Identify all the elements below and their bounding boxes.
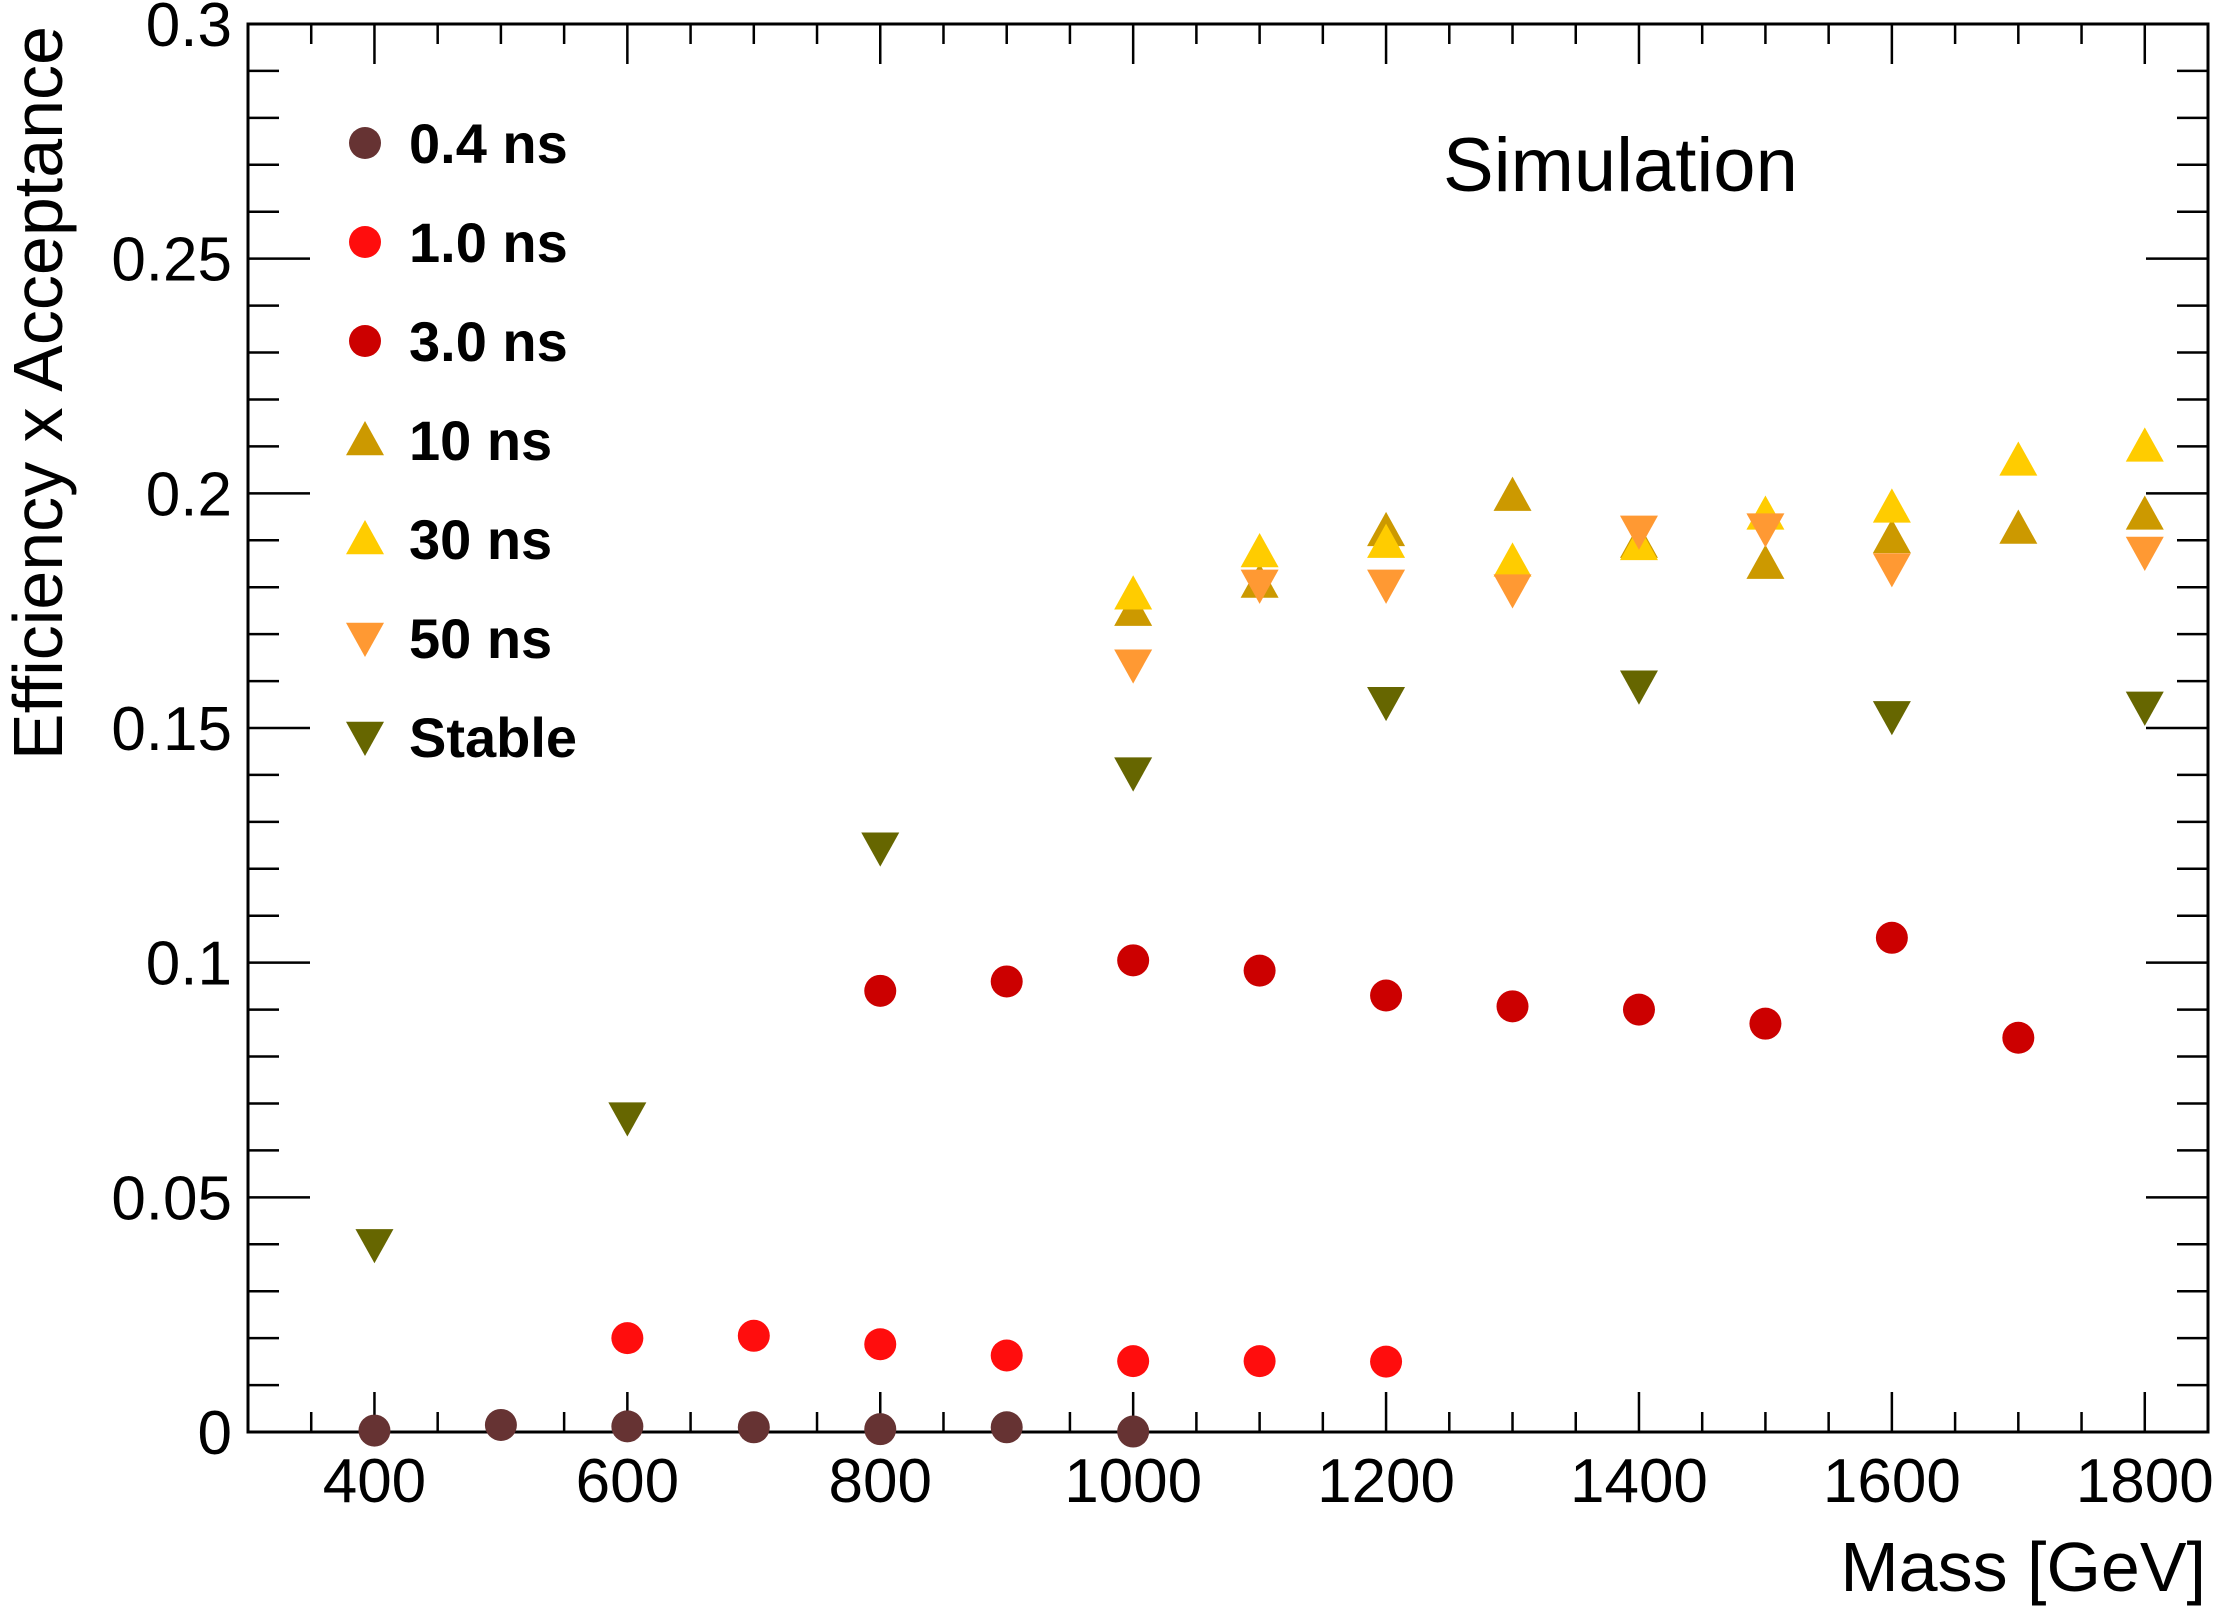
data-point [1367, 686, 1406, 722]
data-point [864, 1328, 897, 1361]
data-point [1493, 476, 1532, 511]
data-point [990, 1411, 1023, 1444]
legend-label: 0.4 ns [409, 112, 568, 175]
x-axis-title: Mass [GeV] [1840, 1528, 2206, 1606]
data-point [1114, 575, 1153, 610]
data-point [1872, 488, 1911, 523]
simulation-label: Simulation [1443, 123, 1798, 208]
data-point [611, 1322, 644, 1355]
legend-label: 50 ns [409, 607, 552, 670]
data-point [737, 1319, 770, 1352]
data-point [864, 974, 897, 1007]
x-tick-label: 1400 [1570, 1447, 1708, 1516]
y-tick-label: 0.2 [146, 460, 232, 529]
data-point [358, 1414, 391, 1447]
y-tick-label: 0.25 [111, 226, 232, 295]
data-point [1872, 518, 1911, 554]
data-point [2125, 691, 2164, 726]
series-3-0-ns [864, 921, 2035, 1054]
data-point [861, 832, 900, 867]
data-point [1114, 757, 1153, 792]
legend-label: Stable [409, 706, 577, 769]
data-point [2125, 427, 2164, 462]
x-tick-label: 1000 [1064, 1447, 1202, 1516]
data-point [1749, 1007, 1782, 1040]
legend-marker [349, 127, 381, 159]
data-point [1367, 523, 1406, 558]
legend-marker [349, 325, 381, 357]
legend-label: 30 ns [409, 508, 552, 571]
data-point [1117, 1345, 1150, 1378]
data-point [1370, 1345, 1403, 1378]
data-point [990, 965, 1023, 998]
legend-marker [346, 721, 384, 756]
data-point [1746, 544, 1785, 579]
data-point [1872, 701, 1911, 736]
data-point [608, 1102, 647, 1137]
data-point [1243, 1345, 1276, 1378]
data-point [1875, 921, 1908, 954]
data-point [1114, 649, 1153, 684]
x-tick-label: 600 [576, 1447, 679, 1516]
data-point [355, 1229, 394, 1264]
data-point [1240, 569, 1279, 604]
legend-label: 3.0 ns [409, 310, 568, 373]
data-point [1367, 569, 1406, 604]
legend-marker [346, 622, 384, 657]
data-point [1117, 1415, 1150, 1448]
y-tick-label: 0.1 [146, 930, 232, 999]
y-axis-ticks: 0 0.05 0.1 0.15 0.2 0.25 0.3 [111, 0, 2208, 1468]
data-point [1872, 553, 1911, 588]
series-50-ns [1114, 513, 2164, 684]
x-tick-label: 400 [323, 1447, 426, 1516]
data-point [2002, 1021, 2035, 1054]
legend-marker [346, 421, 384, 456]
data-point [737, 1411, 770, 1444]
data-point [1493, 574, 1532, 609]
data-point [990, 1339, 1023, 1372]
legend-label: 1.0 ns [409, 211, 568, 274]
series-1-0-ns [611, 1319, 1403, 1378]
data-point [1999, 509, 2038, 544]
data-point [2125, 495, 2164, 530]
y-tick-label: 0.3 [146, 0, 232, 60]
x-tick-label: 800 [829, 1447, 932, 1516]
data-point [1240, 533, 1279, 568]
data-point [1746, 513, 1785, 548]
legend-label: 10 ns [409, 409, 552, 472]
y-tick-label: 0.05 [111, 1164, 232, 1233]
data-point [1117, 944, 1150, 977]
data-point [1496, 990, 1529, 1023]
legend-marker [346, 520, 384, 555]
data-point [1622, 993, 1655, 1026]
y-tick-label: 0.15 [111, 695, 232, 764]
y-axis-title: Efficiency x Acceptance [0, 26, 77, 760]
data-points [355, 427, 2164, 1448]
data-point [1370, 979, 1403, 1012]
data-point [484, 1408, 517, 1441]
data-point [2125, 536, 2164, 571]
series-0-4-ns [358, 1408, 1150, 1448]
legend: 0.4 ns 1.0 ns 3.0 ns 10 ns 30 ns 50 ns Stable [346, 112, 577, 769]
data-point [1243, 954, 1276, 987]
y-tick-label: 0 [198, 1399, 232, 1468]
data-point [1999, 441, 2038, 476]
x-axis-ticks: 400 600 800 1000 1200 1400 1600 1800 [246, 24, 2213, 1516]
data-point [864, 1413, 897, 1446]
x-tick-label: 1200 [1317, 1447, 1455, 1516]
series-stable [355, 670, 2164, 1264]
data-point [1619, 515, 1658, 550]
x-tick-label: 1800 [2076, 1447, 2213, 1516]
data-point [1493, 542, 1532, 577]
data-point [611, 1410, 644, 1443]
legend-marker [349, 226, 381, 258]
x-tick-label: 1600 [1823, 1447, 1961, 1516]
data-point [1619, 670, 1658, 705]
